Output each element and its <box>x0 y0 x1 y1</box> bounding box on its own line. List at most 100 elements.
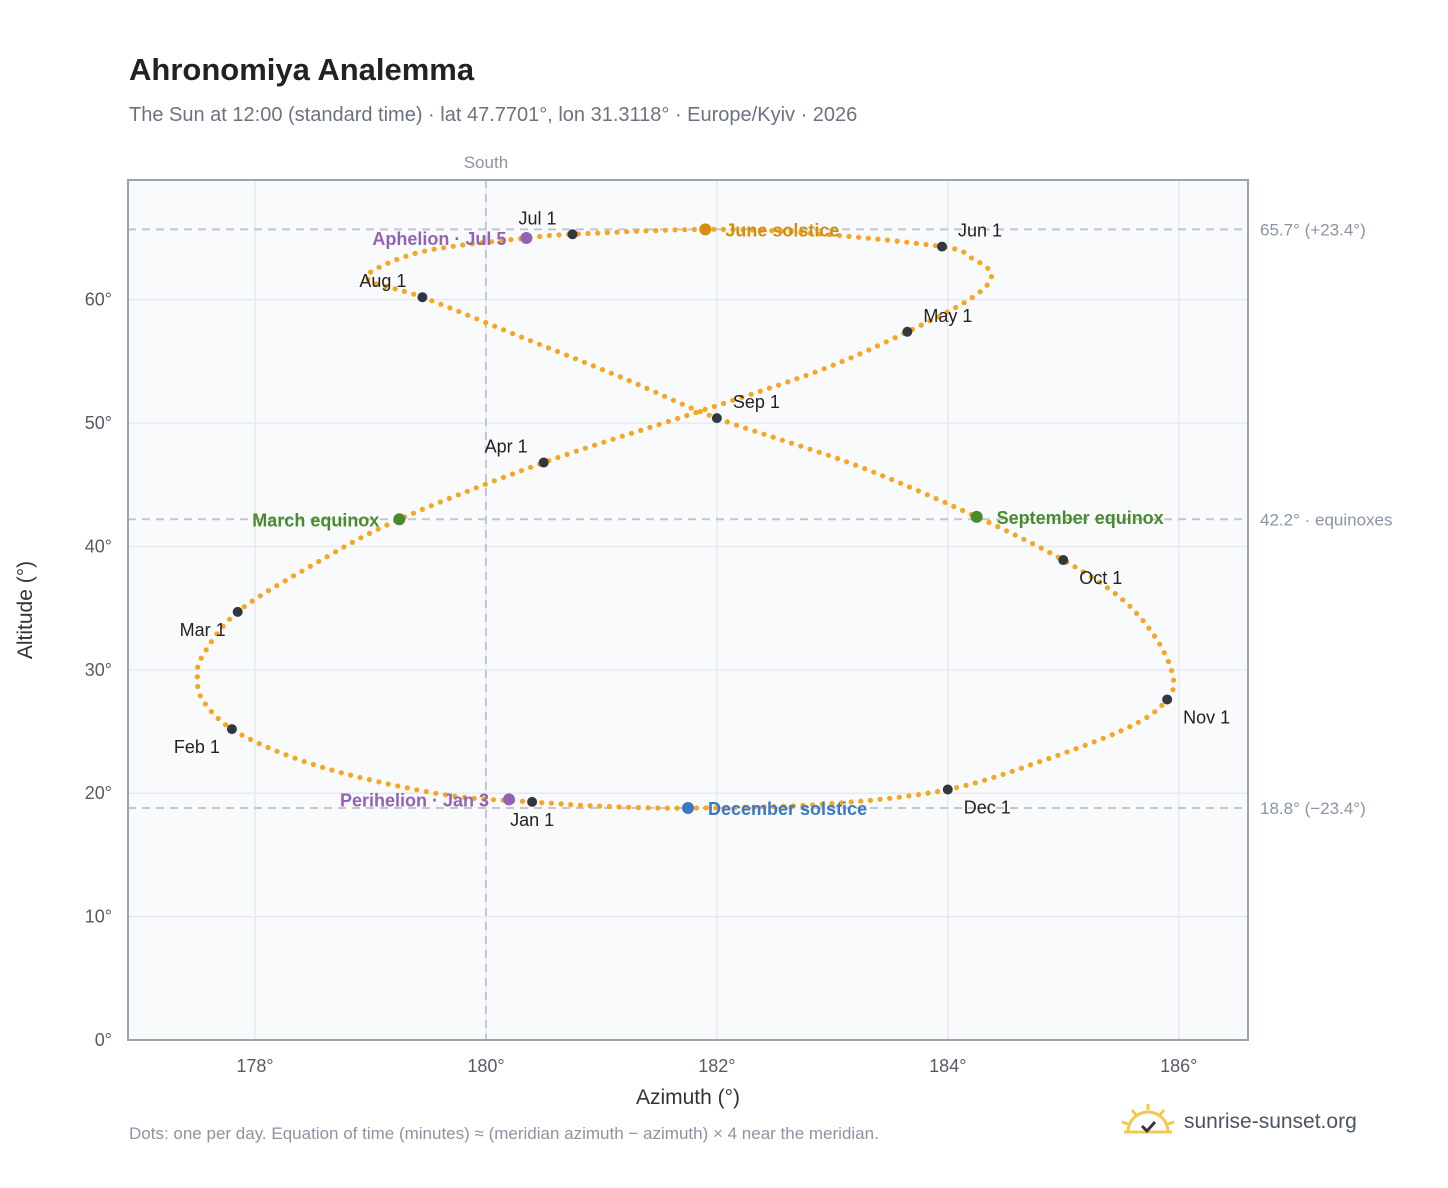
daily-sun-dot <box>283 752 289 758</box>
daily-sun-dot <box>419 506 425 512</box>
daily-sun-dot <box>383 283 389 289</box>
daily-sun-dot <box>563 352 570 358</box>
daily-sun-dot <box>274 583 280 589</box>
altitude-reference-label: 65.7° (+23.4°) <box>1260 220 1366 239</box>
daily-sun-dot <box>838 800 845 806</box>
daily-sun-dot <box>664 805 671 811</box>
daily-sun-dot <box>195 683 201 690</box>
daily-sun-dot <box>702 406 708 412</box>
daily-sun-dot <box>1030 541 1036 547</box>
month-marker <box>1058 555 1069 566</box>
daily-sun-dot <box>752 428 758 434</box>
daily-sun-dot <box>456 308 462 315</box>
daily-sun-dot <box>299 568 305 574</box>
daily-sun-dot <box>624 229 630 235</box>
month-label: May 1 <box>923 306 972 326</box>
daily-sun-dot <box>757 388 763 394</box>
daily-sun-dot <box>498 238 504 244</box>
daily-sun-dot <box>474 316 480 322</box>
daily-sun-dot <box>933 243 939 249</box>
daily-sun-dot <box>528 464 534 470</box>
daily-sun-dot <box>601 439 607 445</box>
daily-sun-dot <box>644 385 650 391</box>
daily-sun-dot <box>1109 732 1115 738</box>
daily-sun-dot <box>395 783 401 789</box>
daily-sun-dot <box>788 229 794 235</box>
brand-name: sunrise-sunset.org <box>1184 1110 1357 1133</box>
daily-sun-dot <box>961 300 967 306</box>
plot-area <box>128 180 1248 1040</box>
daily-sun-dot <box>679 401 685 407</box>
month-marker <box>937 241 948 252</box>
daily-sun-dot <box>927 318 933 324</box>
daily-sun-dot <box>590 363 597 369</box>
daily-sun-dot <box>401 288 407 294</box>
daily-sun-dot <box>433 790 439 796</box>
daily-sun-dot <box>647 424 653 430</box>
daily-sun-dot <box>986 519 992 526</box>
x-tick-label: 180° <box>467 1056 504 1076</box>
daily-sun-dot <box>1012 532 1018 538</box>
daily-sun-dot <box>853 462 859 468</box>
daily-sun-dot <box>749 227 756 233</box>
daily-sun-dot <box>740 227 746 233</box>
daily-sun-dot <box>282 578 288 584</box>
daily-sun-dot <box>626 804 632 810</box>
daily-sun-dot <box>555 454 561 461</box>
daily-sun-dot <box>995 524 1001 530</box>
daily-sun-dot <box>711 403 717 409</box>
daily-sun-dot <box>1127 603 1133 609</box>
daily-sun-dot <box>1100 735 1106 741</box>
daily-sun-dot <box>682 227 688 233</box>
daily-sun-dot <box>577 802 584 808</box>
daily-sun-dot <box>509 471 516 477</box>
daily-sun-dot <box>1104 585 1111 591</box>
daily-sun-dot <box>865 235 871 241</box>
month-marker <box>538 457 549 468</box>
daily-sun-dot <box>720 226 727 232</box>
daily-sun-dot <box>376 264 382 270</box>
daily-sun-dot <box>635 804 642 811</box>
daily-sun-dot <box>500 474 506 480</box>
daily-sun-dot <box>564 451 570 457</box>
daily-sun-dot <box>825 452 832 458</box>
month-marker <box>711 413 722 424</box>
daily-sun-dot <box>558 801 564 807</box>
daily-sun-dot <box>848 799 854 805</box>
daily-sun-dot <box>366 530 373 537</box>
daily-sun-dot <box>960 507 966 513</box>
daily-sun-dot <box>365 276 371 282</box>
daily-sun-dot <box>906 484 913 490</box>
daily-sun-dot <box>428 503 434 509</box>
daily-sun-dot <box>720 400 727 406</box>
month-marker <box>232 606 243 617</box>
daily-sun-dot <box>316 558 322 565</box>
daily-sun-dot <box>536 341 543 347</box>
daily-sun-dot <box>977 260 983 266</box>
month-label: Sep 1 <box>733 392 780 412</box>
daily-sun-dot <box>1118 728 1124 734</box>
daily-sun-dot <box>935 788 941 795</box>
daily-sun-dot <box>942 499 948 506</box>
event-marker <box>682 802 694 815</box>
daily-sun-dot <box>969 294 975 301</box>
daily-sun-dot <box>803 372 809 379</box>
daily-sun-dot <box>846 233 852 239</box>
daily-sun-dot <box>684 412 690 419</box>
daily-sun-dot <box>817 231 823 237</box>
y-tick-label: 60° <box>85 290 112 310</box>
daily-sun-dot <box>794 376 800 382</box>
daily-sun-dot <box>307 563 313 569</box>
daily-sun-dot <box>1170 687 1176 693</box>
daily-sun-dot <box>265 744 271 751</box>
brand-logo[interactable]: sunrise-sunset.org <box>1120 1102 1357 1142</box>
daily-sun-dot <box>733 422 740 428</box>
daily-sun-dot <box>968 255 975 261</box>
daily-sun-dot <box>1134 610 1140 616</box>
month-label: Apr 1 <box>485 437 528 457</box>
daily-sun-dot <box>670 397 677 403</box>
x-tick-label: 186° <box>1160 1056 1197 1076</box>
daily-sun-dot <box>884 237 891 243</box>
daily-sun-dot <box>952 246 958 252</box>
